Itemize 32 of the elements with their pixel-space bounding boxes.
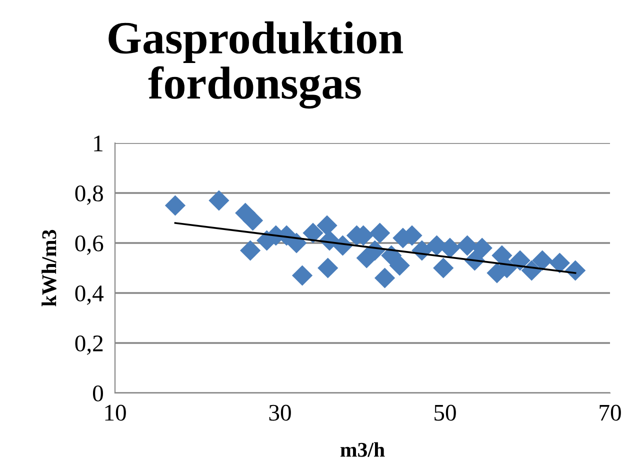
chart-title: Gasproduktion fordonsgas xyxy=(108,21,403,109)
x-axis-title: m3/h xyxy=(340,442,385,457)
x-tick-label: 70 xyxy=(600,404,621,421)
point xyxy=(318,258,338,278)
x-tick-label: 30 xyxy=(269,404,291,421)
point xyxy=(370,222,390,244)
point xyxy=(240,240,261,261)
point xyxy=(242,210,264,231)
x-tick-label: 50 xyxy=(434,404,456,421)
y-tick-label: 0,4 xyxy=(75,285,104,305)
point xyxy=(208,190,230,211)
point xyxy=(433,258,454,278)
point xyxy=(565,260,586,281)
y-axis-title: kWh/m3 xyxy=(42,230,56,306)
point xyxy=(286,232,307,254)
point xyxy=(164,195,186,216)
y-tick-label: 0,6 xyxy=(75,235,104,255)
point xyxy=(389,255,410,276)
point xyxy=(456,235,478,256)
point xyxy=(374,268,396,288)
point xyxy=(472,238,492,258)
point xyxy=(316,215,338,236)
point xyxy=(302,222,324,244)
y-tick-label: 0 xyxy=(92,385,103,402)
x-tick-label: 10 xyxy=(105,404,126,421)
point xyxy=(532,250,553,271)
point xyxy=(549,252,570,274)
point xyxy=(510,250,530,271)
y-tick-label: 1 xyxy=(94,136,102,152)
point xyxy=(292,265,313,286)
y-tick-label: 0,2 xyxy=(75,335,103,355)
y-tick-label: 0,8 xyxy=(75,185,103,205)
